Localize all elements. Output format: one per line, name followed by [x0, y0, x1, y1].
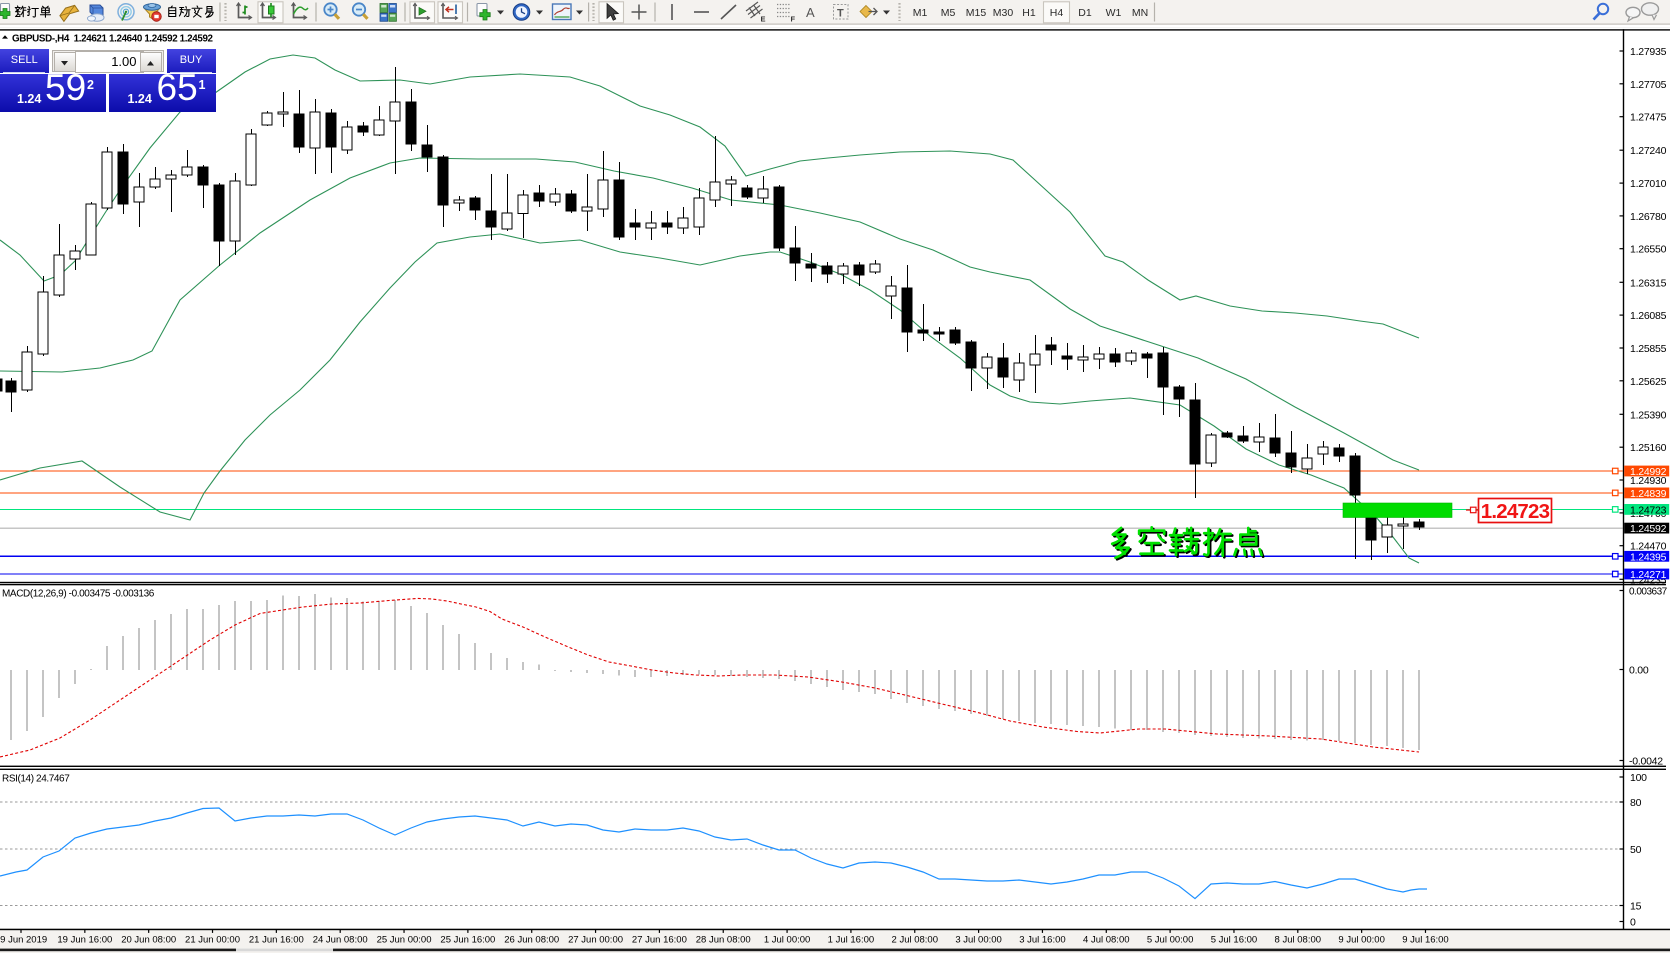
svg-text:1.27010: 1.27010	[1630, 178, 1667, 190]
svg-text:T: T	[837, 8, 844, 20]
svg-text:1.24930: 1.24930	[1630, 475, 1667, 487]
svg-text:M1: M1	[913, 7, 928, 19]
svg-text:21 Jun 00:00: 21 Jun 00:00	[185, 935, 240, 946]
svg-text:0.00: 0.00	[1629, 665, 1649, 677]
svg-text:21 Jun 16:00: 21 Jun 16:00	[249, 935, 304, 946]
svg-text:1.24470: 1.24470	[1630, 541, 1667, 553]
svg-text:5 Jul 00:00: 5 Jul 00:00	[1147, 935, 1193, 946]
svg-text:2 Jul 08:00: 2 Jul 08:00	[892, 935, 938, 946]
svg-text:1.24839: 1.24839	[1630, 488, 1667, 500]
svg-text:20 Jun 08:00: 20 Jun 08:00	[121, 935, 176, 946]
svg-text:1.26315: 1.26315	[1630, 277, 1667, 289]
svg-text:1.26085: 1.26085	[1630, 310, 1667, 322]
svg-text:RSI(14) 24.7467: RSI(14) 24.7467	[2, 774, 70, 785]
svg-text:3 Jul 00:00: 3 Jul 00:00	[955, 935, 1001, 946]
svg-text:1.25855: 1.25855	[1630, 343, 1667, 355]
svg-text:24 Jun 08:00: 24 Jun 08:00	[313, 935, 368, 946]
svg-text:H1: H1	[1022, 7, 1036, 19]
svg-text:28 Jun 08:00: 28 Jun 08:00	[696, 935, 751, 946]
svg-text:D1: D1	[1078, 7, 1092, 19]
svg-text:W1: W1	[1106, 7, 1122, 19]
svg-text:1.24723: 1.24723	[1481, 500, 1550, 523]
svg-text:4 Jul 08:00: 4 Jul 08:00	[1083, 935, 1129, 946]
svg-text:1.27935: 1.27935	[1630, 46, 1667, 58]
svg-text:1 Jul 00:00: 1 Jul 00:00	[764, 935, 810, 946]
svg-text:M5: M5	[941, 7, 956, 19]
svg-text:80: 80	[1630, 797, 1642, 809]
svg-text:50: 50	[1630, 844, 1642, 856]
svg-text:F: F	[791, 15, 796, 24]
svg-text:1.25390: 1.25390	[1630, 409, 1667, 421]
svg-text:MN: MN	[1132, 7, 1148, 19]
svg-text:26 Jun 08:00: 26 Jun 08:00	[504, 935, 559, 946]
svg-text:1.25625: 1.25625	[1630, 376, 1667, 388]
svg-text:8 Jul 08:00: 8 Jul 08:00	[1275, 935, 1321, 946]
svg-text:1.24592: 1.24592	[1630, 523, 1667, 535]
svg-text:E: E	[761, 15, 766, 24]
svg-text:M15: M15	[966, 7, 987, 19]
svg-text:5 Jul 16:00: 5 Jul 16:00	[1211, 935, 1257, 946]
svg-text:0.003637: 0.003637	[1629, 587, 1668, 598]
svg-text:15: 15	[1630, 901, 1642, 913]
svg-text:GBPUSD-,H4 1.24621 1.24640 1.: GBPUSD-,H4 1.24621 1.24640 1.24592 1.245…	[12, 34, 214, 45]
svg-text:25 Jun 00:00: 25 Jun 00:00	[377, 935, 432, 946]
svg-text:27 Jun 16:00: 27 Jun 16:00	[632, 935, 687, 946]
svg-text:1.27240: 1.27240	[1630, 145, 1667, 157]
svg-text:1 Jul 16:00: 1 Jul 16:00	[828, 935, 874, 946]
svg-text:9 Jul 00:00: 9 Jul 00:00	[1338, 935, 1384, 946]
svg-text:9 Jul 16:00: 9 Jul 16:00	[1402, 935, 1448, 946]
svg-text:MACD(12,26,9) -0.003475 -0.003: MACD(12,26,9) -0.003475 -0.003136	[2, 589, 155, 600]
svg-text:1.27475: 1.27475	[1630, 112, 1667, 124]
svg-text:1.24271: 1.24271	[1630, 569, 1667, 581]
svg-text:A: A	[806, 5, 815, 20]
svg-text:M30: M30	[993, 7, 1014, 19]
svg-text:0: 0	[1630, 917, 1636, 929]
svg-text:-0.0042: -0.0042	[1629, 756, 1663, 768]
svg-text:1.25160: 1.25160	[1630, 442, 1667, 454]
svg-text:H4: H4	[1050, 7, 1064, 19]
svg-text:1.27705: 1.27705	[1630, 79, 1667, 91]
svg-text:1.24992: 1.24992	[1630, 466, 1667, 478]
svg-text:19 Jun 2019: 19 Jun 2019	[0, 935, 47, 946]
svg-text:27 Jun 00:00: 27 Jun 00:00	[568, 935, 623, 946]
svg-text:1.26780: 1.26780	[1630, 211, 1667, 223]
svg-text:1.26550: 1.26550	[1630, 244, 1667, 256]
svg-text:19 Jun 16:00: 19 Jun 16:00	[57, 935, 112, 946]
svg-text:100: 100	[1630, 772, 1647, 784]
svg-text:1.24395: 1.24395	[1630, 551, 1667, 563]
svg-text:25 Jun 16:00: 25 Jun 16:00	[440, 935, 495, 946]
svg-text:1.24723: 1.24723	[1630, 504, 1667, 516]
svg-text:3 Jul 16:00: 3 Jul 16:00	[1019, 935, 1065, 946]
